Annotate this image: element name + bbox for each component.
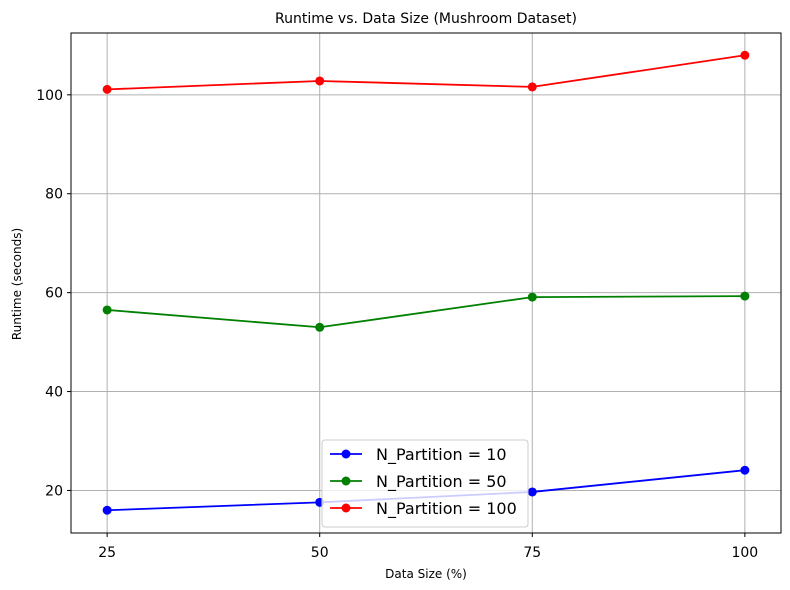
legend: N_Partition = 10 N_Partition = 50 N_Partit…: [321, 439, 529, 528]
x-axis-label: Data Size (%): [385, 567, 467, 581]
y-tick-label: 100: [36, 88, 63, 104]
legend-item: N_Partition = 100: [330, 499, 517, 519]
y-axis-label: Runtime (seconds): [10, 228, 24, 340]
legend-label: N_Partition = 10: [376, 445, 507, 465]
series-line: [107, 295, 745, 329]
legend-marker: [341, 449, 351, 459]
data-point: [315, 76, 325, 86]
y-axis-ticks: 20 40 60 80 100: [36, 88, 71, 499]
series-3: [102, 50, 750, 94]
data-point: [740, 50, 750, 60]
legend-item: N_Partition = 50: [330, 472, 507, 492]
data-point: [740, 465, 750, 475]
data-point: [102, 84, 112, 94]
data-point: [315, 322, 325, 332]
data-point: [527, 487, 537, 497]
legend-marker: [341, 503, 351, 513]
plot-area-frame: [70, 32, 782, 534]
x-tick-label: 100: [731, 545, 758, 561]
data-point: [527, 82, 537, 92]
y-tick-label: 60: [45, 286, 63, 302]
x-axis-ticks: 25 50 75 100: [98, 533, 758, 561]
x-tick-label: 50: [311, 545, 329, 561]
series-line: [107, 54, 745, 91]
legend-label: N_Partition = 50: [376, 472, 507, 492]
legend-marker: [341, 476, 351, 486]
legend-item: N_Partition = 10: [330, 445, 507, 465]
data-point: [102, 505, 112, 515]
chart-title: Runtime vs. Data Size (Mushroom Dataset): [275, 11, 577, 27]
y-tick-label: 20: [45, 483, 63, 499]
x-tick-label: 75: [523, 545, 541, 561]
series-2: [102, 291, 750, 332]
data-point: [740, 291, 750, 301]
data-point: [527, 292, 537, 302]
x-tick-label: 25: [98, 545, 116, 561]
data-point: [102, 305, 112, 315]
legend-label: N_Partition = 100: [376, 499, 517, 519]
y-tick-label: 40: [45, 385, 63, 401]
legend-box: [321, 439, 529, 528]
y-tick-label: 80: [45, 187, 63, 203]
